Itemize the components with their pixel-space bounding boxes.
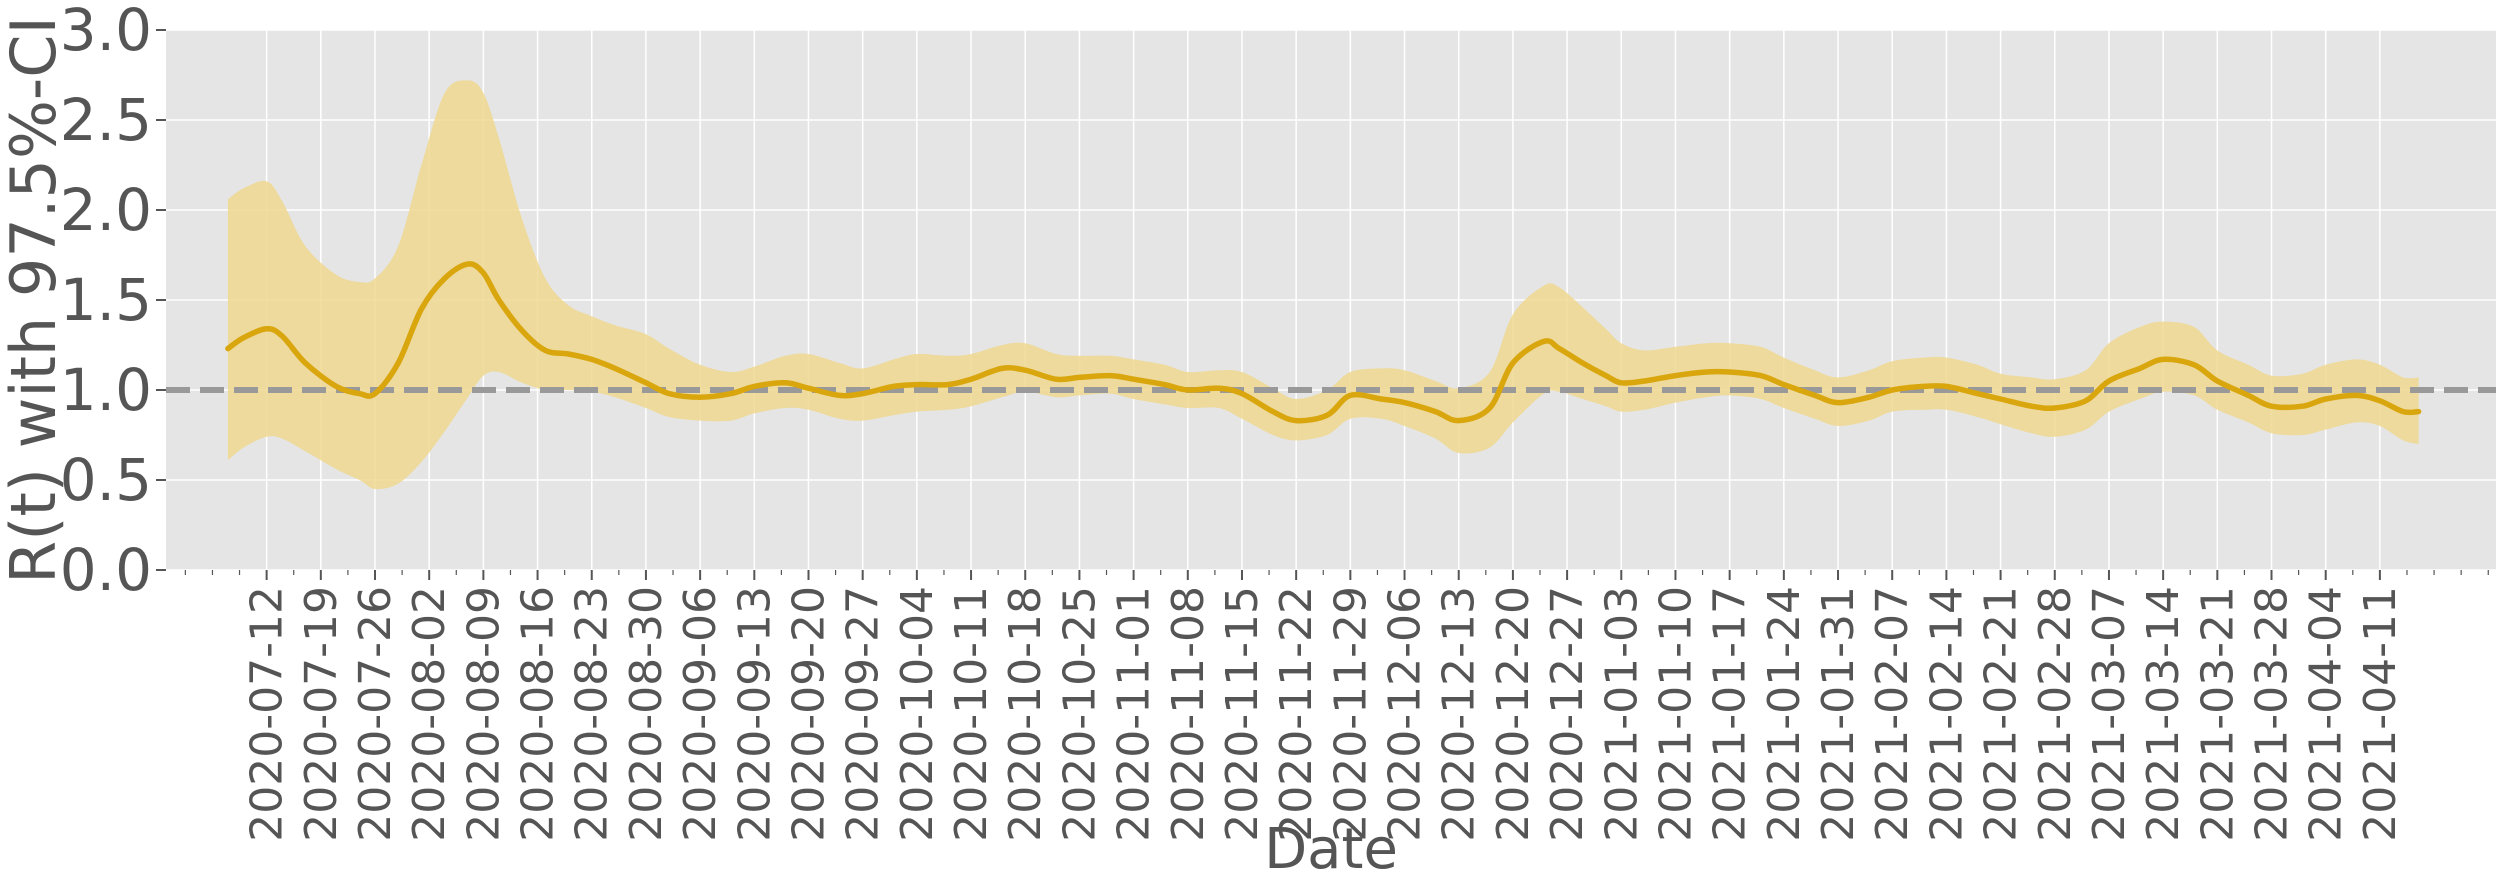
x-tick-label: 2021-02-28 xyxy=(2030,586,2081,842)
x-tick-label: 2021-01-31 xyxy=(1813,586,1864,842)
x-tick-label: 2021-03-07 xyxy=(2084,586,2135,842)
x-tick-label: 2021-02-14 xyxy=(1921,586,1972,842)
x-tick-label: 2020-09-06 xyxy=(675,586,726,842)
x-tick-label: 2020-11-08 xyxy=(1163,586,1214,842)
x-tick-label: 2020-10-18 xyxy=(1000,586,1051,842)
y-axis-ticks: 0.0 0.5 1.0 1.5 2.0 2.5 3.0 xyxy=(60,0,166,604)
x-tick-label: 2020-08-23 xyxy=(567,586,618,842)
x-tick-label: 2021-03-14 xyxy=(2138,586,2189,842)
rt-line xyxy=(225,261,2422,424)
x-tick-label: 2020-11-22 xyxy=(1271,586,1322,842)
x-tick-label: 2020-09-27 xyxy=(838,586,889,842)
x-tick-label: 2020-07-26 xyxy=(350,586,401,842)
y-tick-label: 2.0 xyxy=(60,176,152,244)
x-tick-label: 2020-12-27 xyxy=(1542,586,1593,842)
y-tick-label: 3.0 xyxy=(60,0,152,64)
x-tick-label: 2021-04-04 xyxy=(2301,586,2352,842)
y-tick-label: 1.0 xyxy=(60,356,152,424)
x-tick-label: 2020-07-12 xyxy=(242,586,293,842)
x-tick-label: 2021-02-21 xyxy=(1976,586,2027,842)
x-tick-label: 2021-01-24 xyxy=(1759,586,1810,842)
x-tick-label: 2021-01-10 xyxy=(1650,586,1701,842)
x-tick-label: 2020-08-02 xyxy=(404,586,455,842)
x-tick-label: 2021-04-11 xyxy=(2355,586,2406,842)
x-tick-label: 2020-10-25 xyxy=(1054,586,1105,842)
x-axis-title: Date xyxy=(1264,817,1398,882)
x-tick-label: 2021-01-17 xyxy=(1705,586,1756,842)
x-tick-label: 2020-07-19 xyxy=(296,586,347,842)
y-axis-title: R(t) with 97.5%-CI xyxy=(0,16,70,584)
y-tick-label: 2.5 xyxy=(60,86,152,154)
x-tick-label: 2021-03-28 xyxy=(2247,586,2298,842)
x-tick-label: 2020-08-30 xyxy=(621,586,672,842)
y-tick-label: 0.5 xyxy=(60,446,152,514)
x-tick-label: 2021-02-07 xyxy=(1867,586,1918,842)
x-tick-label: 2020-10-11 xyxy=(946,586,997,842)
x-tick-label: 2020-09-20 xyxy=(783,586,834,842)
rt-line-layer xyxy=(225,261,2422,424)
x-tick-label: 2020-11-15 xyxy=(1217,586,1268,842)
x-tick-label: 2020-12-13 xyxy=(1434,586,1485,842)
x-tick-label: 2020-11-01 xyxy=(1109,586,1160,842)
confidence-band-layer xyxy=(227,80,2419,490)
x-tick-label: 2020-11-29 xyxy=(1325,586,1376,842)
x-tick-label: 2020-12-20 xyxy=(1488,586,1539,842)
x-tick-label: 2020-08-09 xyxy=(458,586,509,842)
x-axis-ticks: 2020-07-12 2020-07-19 2020-07-26 2020-08-02… xyxy=(184,570,2489,842)
x-tick-label: 2020-08-16 xyxy=(513,586,564,842)
confidence-band xyxy=(227,80,2419,490)
x-tick-label: 2021-03-21 xyxy=(2192,586,2243,842)
y-tick-label: 1.5 xyxy=(60,266,152,334)
y-tick-label: 0.0 xyxy=(60,536,152,604)
x-tick-label: 2020-10-04 xyxy=(892,586,943,842)
x-tick-label: 2021-01-03 xyxy=(1596,586,1647,842)
x-tick-label: 2020-12-06 xyxy=(1380,586,1431,842)
x-tick-label: 2020-09-13 xyxy=(729,586,780,842)
